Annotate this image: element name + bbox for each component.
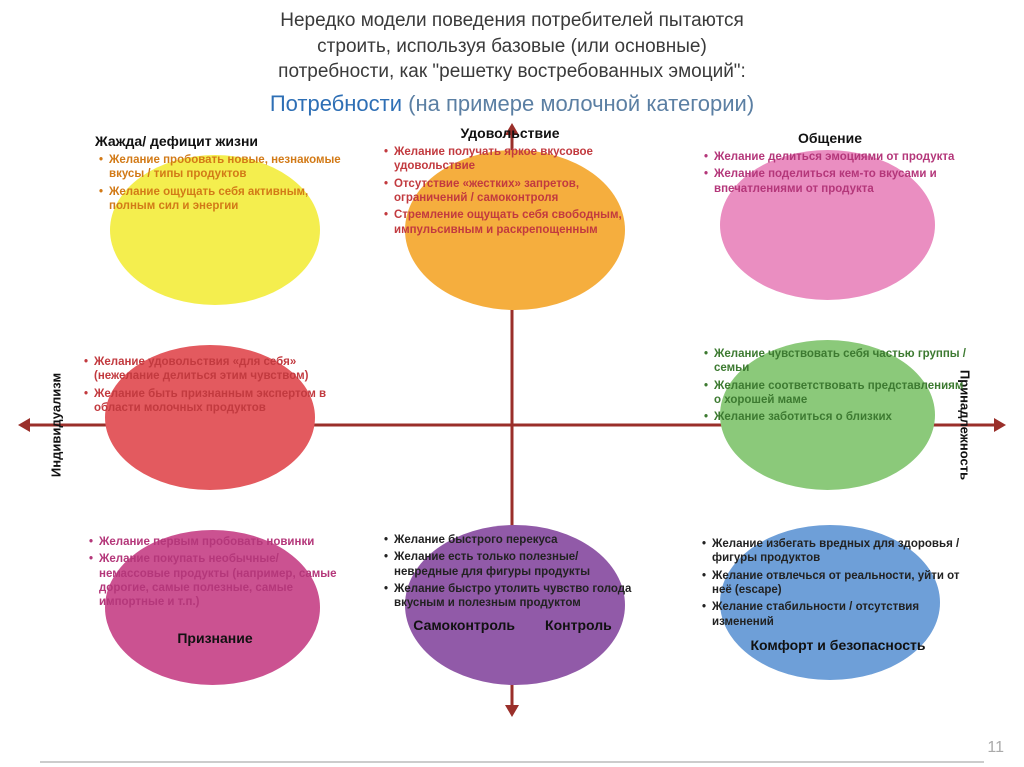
list-item: Желание заботиться о близких	[704, 410, 970, 424]
bullet-list: Желание чувствовать себя частью группы /…	[700, 347, 970, 425]
list-item: Желание быстрого перекуса	[384, 533, 645, 547]
list-item: Желание избегать вредных для здоровья / …	[702, 537, 978, 566]
subtitle: Потребности (на примере молочной категор…	[0, 89, 1024, 125]
bullet-list: Желание избегать вредных для здоровья / …	[698, 537, 978, 629]
cell-title: Контроль	[545, 617, 612, 633]
list-item: Стремление ощущать себя свободным, импул…	[384, 208, 640, 237]
list-item: Желание первым пробовать новинки	[89, 535, 345, 549]
list-item: Желание быстро утолить чувство голода вк…	[384, 582, 645, 611]
list-item: Желание поделиться кем-то вкусами и впеч…	[704, 167, 960, 196]
cell-title: Жажда/ дефицит жизни	[95, 133, 345, 149]
bullet-list: Желание первым пробовать новинки Желание…	[85, 535, 345, 610]
axis-label-left: Индивидуализм	[49, 373, 64, 477]
list-item: Желание покупать необычные/ немассовые п…	[89, 552, 345, 610]
cell-title: Общение	[700, 130, 960, 146]
bullet-list: Желание пробовать новые, незнакомые вкус…	[95, 153, 345, 214]
list-item: Отсутствие «жестких» запретов, ограничен…	[384, 177, 640, 206]
cell-mid-right: Желание чувствовать себя частью группы /…	[700, 347, 970, 428]
footer-divider	[40, 761, 984, 763]
intro-text: Нередко модели поведения потребителей пы…	[0, 0, 1024, 89]
emotion-grid: Индивидуализм Принадлежность Жажда/ дефи…	[0, 125, 1024, 725]
list-item: Желание ощущать себя активным, полным си…	[99, 185, 345, 214]
cell-sublabel: Самоконтроль	[413, 617, 515, 633]
cell-bot-left: Желание первым пробовать новинки Желание…	[85, 535, 345, 650]
cell-title: Комфорт и безопасность	[698, 637, 978, 653]
bullet-list: Желание удовольствия «для себя» (нежелан…	[80, 355, 340, 416]
list-item: Желание получать яркое вкусовое удовольс…	[384, 145, 640, 174]
list-item: Желание делиться эмоциями от продукта	[704, 150, 960, 164]
cell-bot-right: Желание избегать вредных для здоровья / …	[698, 537, 978, 657]
cell-bot-mid: Желание быстрого перекуса Желание есть т…	[380, 533, 645, 637]
list-item: Желание удовольствия «для себя» (нежелан…	[84, 355, 340, 384]
list-item: Желание быть признанным экспертом в обла…	[84, 387, 340, 416]
bullet-list: Желание быстрого перекуса Желание есть т…	[380, 533, 645, 611]
cell-title: Признание	[85, 630, 345, 646]
list-item: Желание соответствовать представлениям о…	[704, 379, 970, 408]
list-item: Желание отвлечься от реальности, уйти от…	[702, 569, 978, 598]
cell-top-right: Общение Желание делиться эмоциями от про…	[700, 130, 960, 199]
cell-top-left: Жажда/ дефицит жизни Желание пробовать н…	[95, 133, 345, 217]
list-item: Желание пробовать новые, незнакомые вкус…	[99, 153, 345, 182]
arrow-down-icon	[505, 705, 519, 717]
arrow-right-icon	[994, 418, 1006, 432]
list-item: Желание чувствовать себя частью группы /…	[704, 347, 970, 376]
cell-title: Удовольствие	[380, 125, 640, 141]
page-number: 11	[987, 739, 1004, 757]
bullet-list: Желание получать яркое вкусовое удовольс…	[380, 145, 640, 237]
list-item: Желание стабильности / отсутствия измене…	[702, 600, 978, 629]
cell-mid-left: Желание удовольствия «для себя» (нежелан…	[80, 355, 340, 419]
bullet-list: Желание делиться эмоциями от продукта Же…	[700, 150, 960, 196]
cell-top-mid: Удовольствие Желание получать яркое вкус…	[380, 125, 640, 240]
list-item: Желание есть только полезные/ невредные …	[384, 550, 645, 579]
arrow-left-icon	[18, 418, 30, 432]
